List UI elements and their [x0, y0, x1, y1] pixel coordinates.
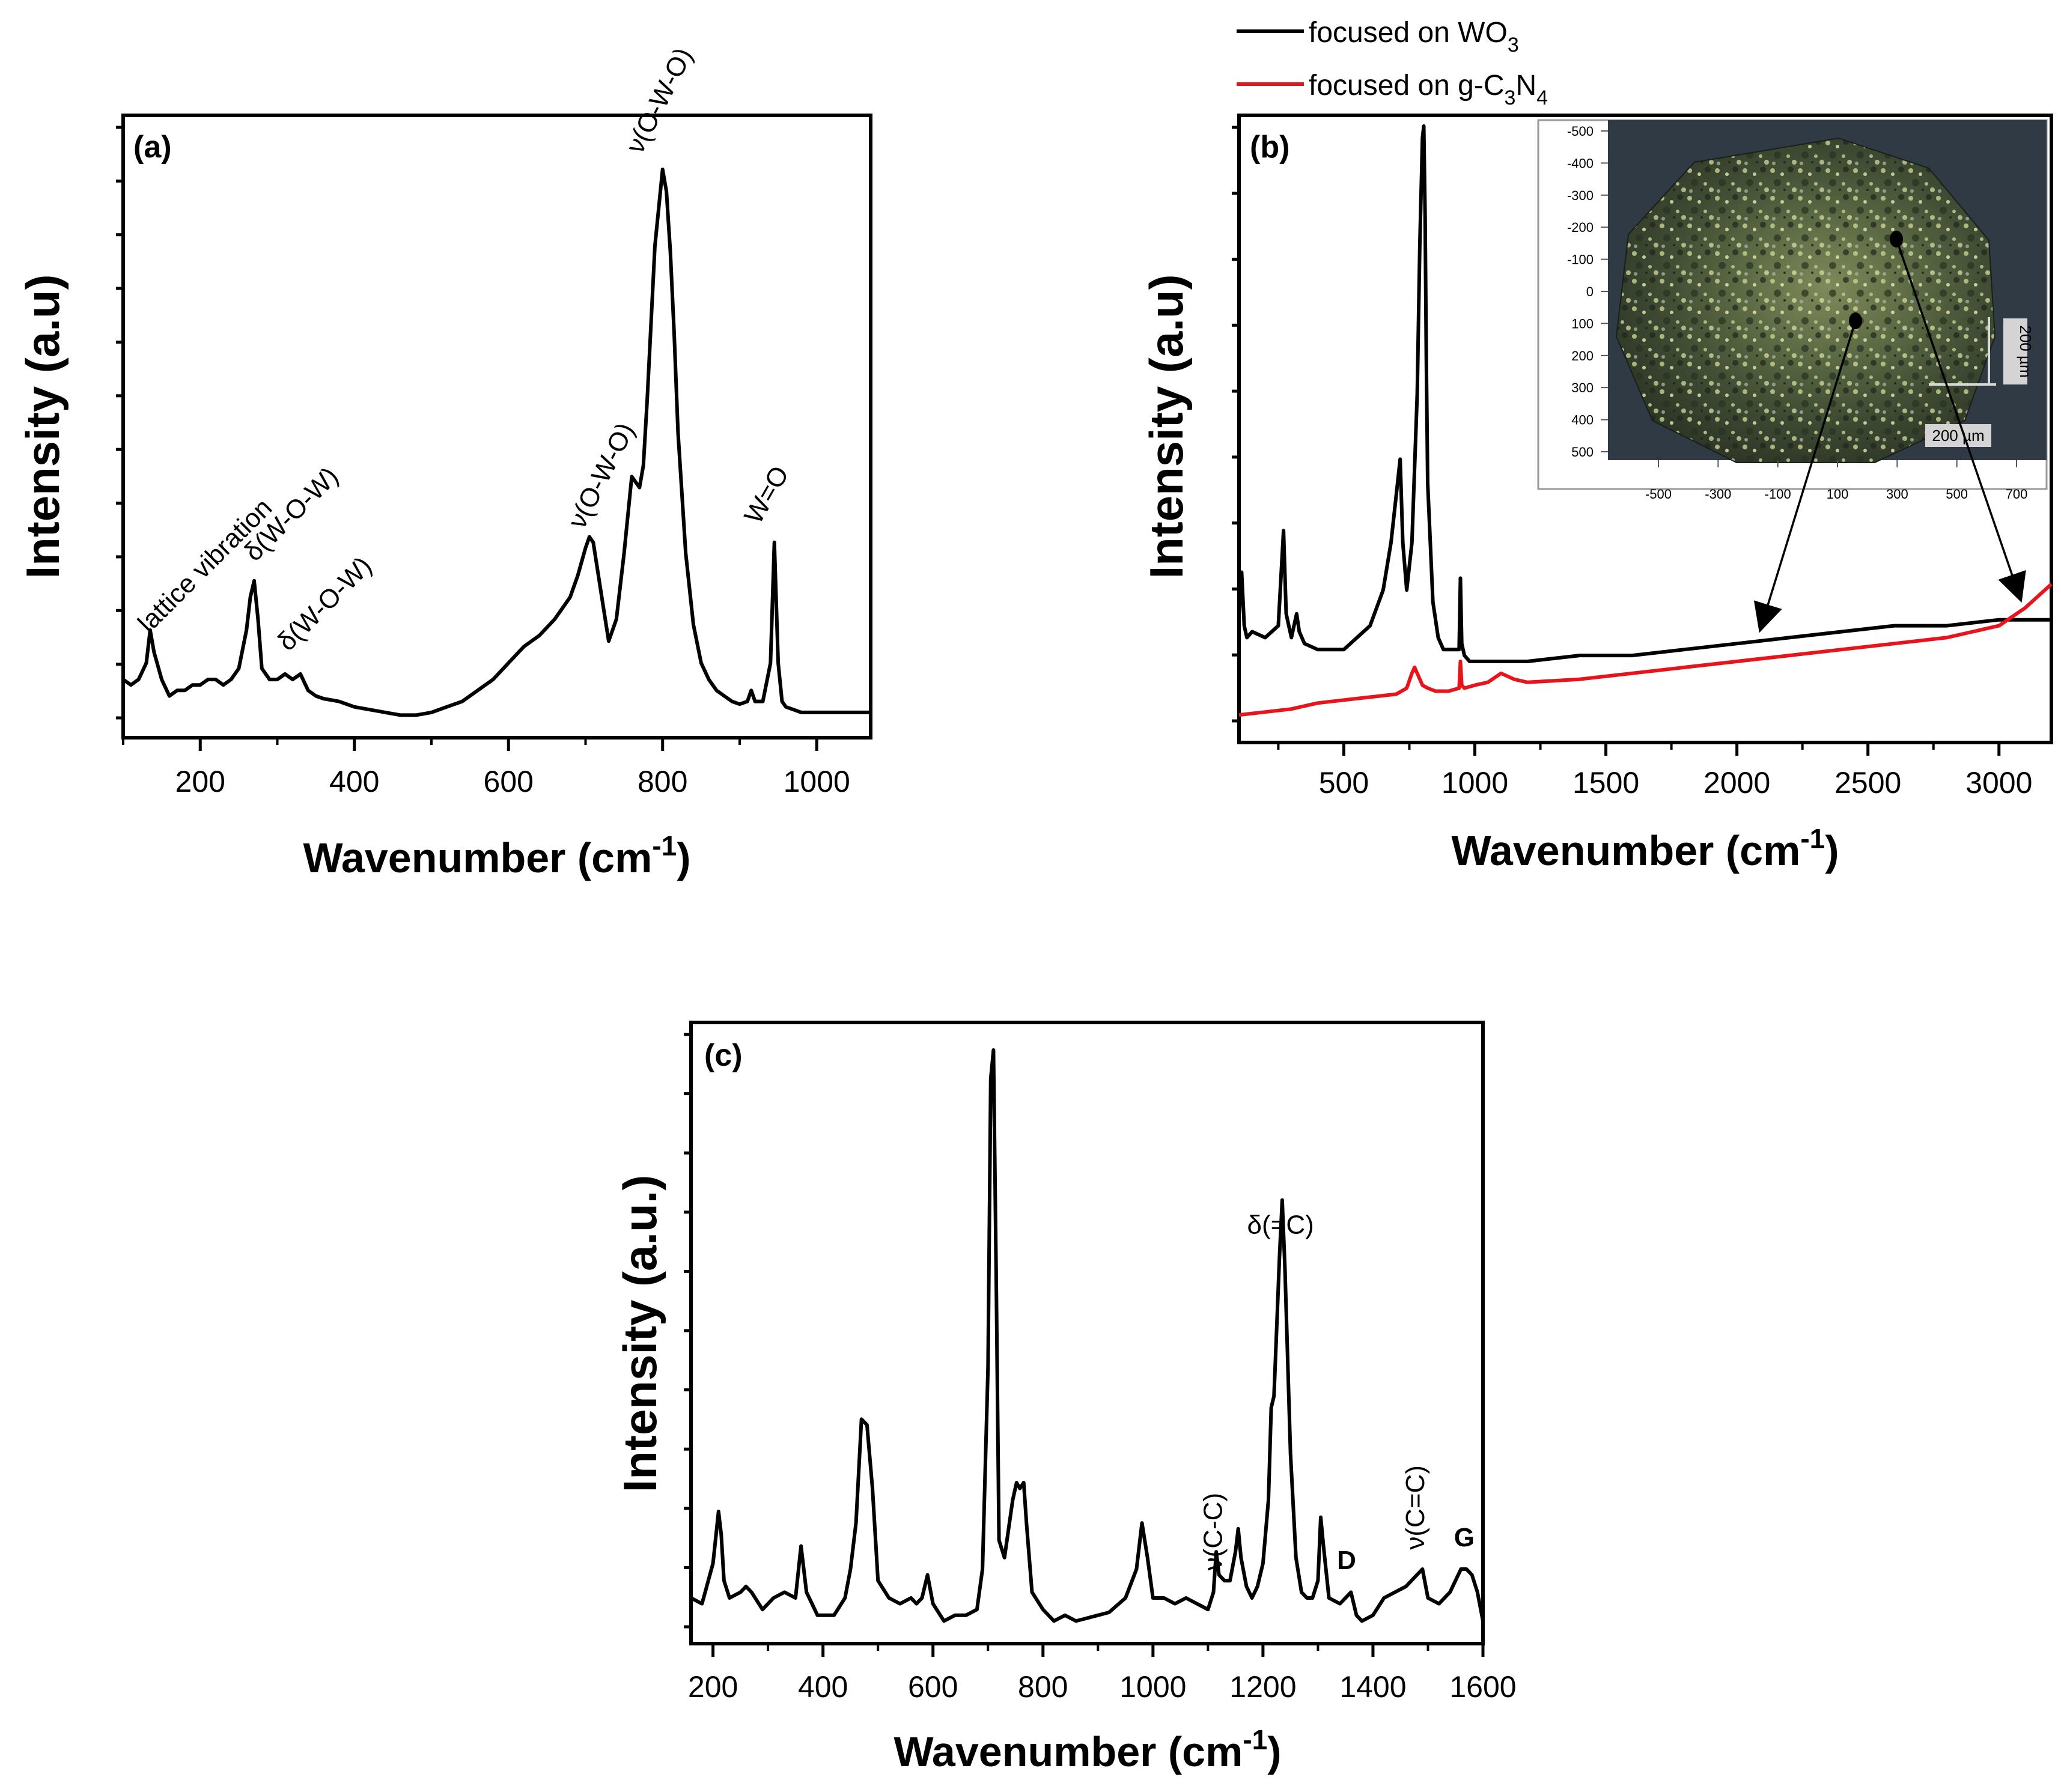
peak-label: D — [1337, 1546, 1356, 1575]
inset-particle-outline — [1615, 137, 1996, 463]
x-tick-label: 2000 — [1703, 766, 1770, 800]
peak-annotations-c: ν(C-C) δ(=C) Dν(C=C) G — [1198, 1210, 1475, 1575]
panel-label-a: (a) — [133, 130, 172, 165]
x-tick-label: 800 — [1018, 1670, 1068, 1704]
inset-y-tick-label: 100 — [1571, 316, 1594, 331]
x-tick-label: 400 — [329, 765, 379, 798]
y-axis-title-a: Intensity (a.u) — [16, 274, 69, 579]
x-tick-label: 1600 — [1449, 1670, 1516, 1704]
panel-b: 500 1000 1500 2000 2500 3000 (b) Intensity (a… — [1140, 17, 2053, 874]
inset-x-tick-label: 300 — [1886, 487, 1908, 502]
x-tick-label: 200 — [688, 1670, 738, 1704]
peak-annotations-a: lattice vibrationδ(W-O-W)δ(W-O-W)ν(O-W-O… — [132, 43, 794, 657]
axis-ticks-b: 500 1000 1500 2000 2500 3000 — [1232, 126, 2032, 800]
x-tick-label: 1200 — [1229, 1670, 1296, 1704]
inset-y-tick-label: 200 — [1571, 348, 1594, 363]
x-tick-label: 1000 — [1441, 766, 1508, 800]
x-tick-label: 1000 — [784, 765, 850, 798]
spectrum-line-wo3 — [1237, 124, 2051, 663]
inset-y-tick-label: -200 — [1567, 220, 1594, 235]
x-tick-label: 200 — [175, 765, 225, 798]
y-axis-title-c: Intensity (a.u.) — [613, 1175, 666, 1493]
inset-y-tick-label: 400 — [1571, 413, 1594, 428]
inset-micrograph: -500 -300 -100 100 300 500 700 -500 -400 -300 -200… — [1537, 119, 2048, 633]
x-tick-label: 600 — [908, 1670, 958, 1704]
plot-frame-c — [689, 1021, 1485, 1645]
inset-y-tick-label: 0 — [1586, 284, 1594, 299]
legend-b: focused on WO3 focused on g-C3N4 — [1237, 17, 1548, 109]
peak-label: ν(C-C) — [1198, 1493, 1228, 1571]
x-axis-title-a: Wavenumber (cm-1) — [303, 830, 690, 881]
plot-frame-b — [1237, 114, 2053, 744]
inset-ticks: -500 -300 -100 100 300 500 700 -500 -400 -300 -200… — [1567, 124, 2027, 502]
x-axis-title-b: Wavenumber (cm-1) — [1451, 823, 1839, 874]
inset-x-tick-label: 500 — [1946, 487, 1968, 502]
legend-label-gcn: focused on g-C3N4 — [1309, 70, 1548, 109]
y-axis-title-b: Intensity (a.u) — [1140, 274, 1193, 579]
peak-label: G — [1454, 1523, 1475, 1552]
inset-y-tick-label: -100 — [1567, 252, 1594, 267]
inset-x-tick-label: -100 — [1765, 487, 1791, 502]
x-tick-label: 500 — [1319, 766, 1369, 800]
inset-y-tick-label: -300 — [1567, 188, 1594, 203]
pointer-arrow-2 — [1895, 238, 2026, 603]
peak-label: ν(O-W-O) — [620, 43, 698, 158]
inset-x-tick-label: 100 — [1827, 487, 1849, 502]
inset-y-tick-label: 500 — [1571, 445, 1594, 460]
x-tick-label: 3000 — [1965, 766, 2032, 800]
spectrum-line-c — [690, 1048, 1485, 1623]
x-tick-label: 800 — [638, 765, 687, 798]
panel-label-c: (c) — [704, 1038, 743, 1073]
inset-x-tick-label: -500 — [1645, 487, 1672, 502]
inset-x-tick-label: 700 — [2006, 487, 2028, 502]
plot-frame-a — [121, 114, 872, 740]
x-tick-label: 1400 — [1339, 1670, 1406, 1704]
inset-x-tick-label: -300 — [1705, 487, 1731, 502]
inset-y-tick-label: -400 — [1567, 156, 1594, 171]
spectrum-line-gcn — [1238, 583, 2053, 717]
scalebar-vertical-label: 200 µm — [2017, 325, 2035, 377]
peak-label: W=O — [738, 461, 794, 528]
x-axis-title-c: Wavenumber (cm-1) — [894, 1724, 1281, 1775]
x-tick-label: 1500 — [1572, 766, 1639, 800]
legend-label-wo3: focused on WO3 — [1309, 17, 1519, 56]
panel-a: 200 400 600 800 1000 (a) Intensity (a.u) Wav… — [16, 43, 872, 881]
x-tick-label: 1000 — [1119, 1670, 1186, 1704]
x-tick-label: 400 — [798, 1670, 848, 1704]
peak-label: ν(C=C) — [1401, 1465, 1430, 1550]
peak-label: δ(=C) — [1247, 1210, 1314, 1240]
x-tick-label: 2500 — [1834, 766, 1901, 800]
pointer-arrow-1 — [1753, 320, 1857, 633]
axis-ticks-c: 200 400 600 800 1000 1200 1400 1600 — [684, 1033, 1517, 1704]
spectrum-line-a — [122, 168, 871, 717]
panel-c: 200 400 600 800 1000 1200 1400 1600 (c) Intensi… — [613, 1021, 1517, 1775]
inset-y-tick-label: 300 — [1571, 380, 1594, 395]
scalebar-horizontal-label: 200 µm — [1932, 427, 1984, 445]
inset-y-tick-label: -500 — [1567, 124, 1594, 139]
axis-ticks-a: 200 400 600 800 1000 — [116, 126, 850, 798]
peak-label: δ(W-O-W) — [272, 551, 377, 657]
panel-label-b: (b) — [1250, 130, 1289, 165]
x-tick-label: 600 — [484, 765, 534, 798]
